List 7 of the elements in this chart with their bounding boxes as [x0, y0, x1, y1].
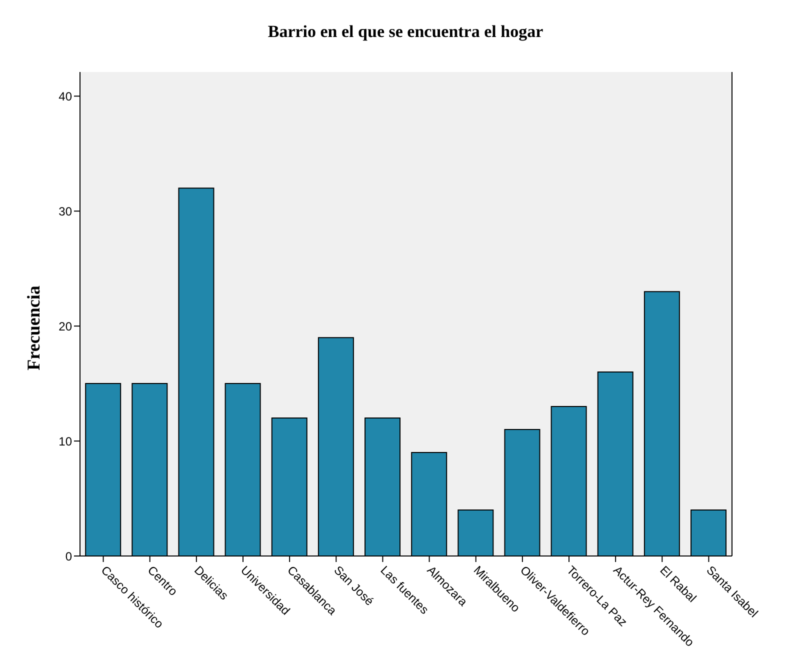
y-tick-label: 0 — [65, 549, 72, 564]
y-tick-label: 10 — [58, 434, 72, 448]
chart-title: Barrio en el que se encuentra el hogar — [266, 21, 544, 43]
y-tick-label: 30 — [58, 204, 72, 218]
y-tick-label: 40 — [58, 89, 72, 104]
y-tick-label: 20 — [58, 319, 72, 334]
y-axis-title: Frecuencia — [24, 286, 44, 370]
